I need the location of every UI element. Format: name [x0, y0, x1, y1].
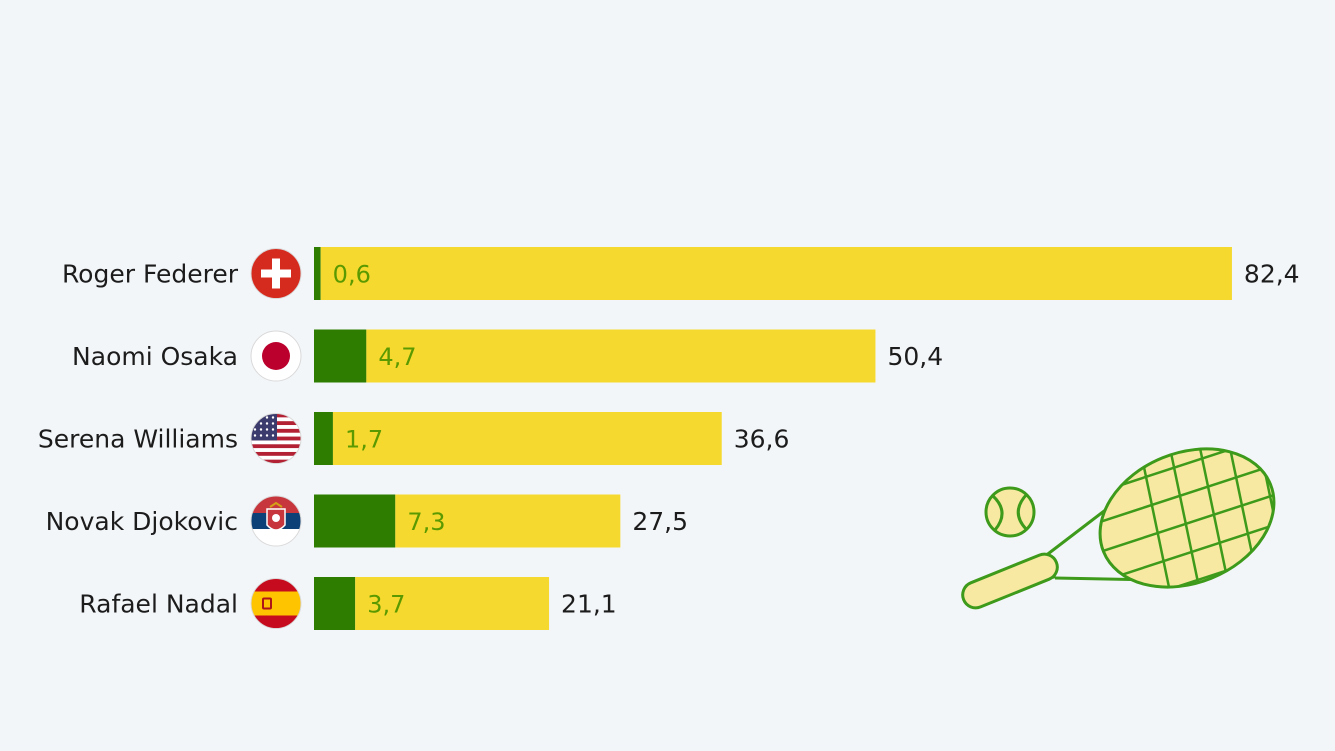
- category-label: Roger Federer: [62, 260, 239, 289]
- switzerland-flag-icon: [250, 248, 302, 299]
- bar-segment-green: [314, 247, 321, 300]
- bar-row: Novak Djokovic 7,3 27,5: [46, 494, 688, 548]
- category-label: Rafael Nadal: [79, 590, 238, 619]
- category-label: Serena Williams: [38, 425, 238, 454]
- serbia-flag-icon: [250, 495, 302, 547]
- bar-segment-green: [314, 329, 367, 383]
- tennis-illustration: [961, 424, 1295, 612]
- total-value-label: 21,1: [561, 590, 617, 619]
- japan-flag-icon: [250, 330, 302, 382]
- inner-value-label: 1,7: [345, 426, 383, 454]
- total-value-label: 50,4: [887, 342, 943, 371]
- total-value-label: 27,5: [632, 507, 688, 536]
- spain-flag-icon: [250, 578, 302, 629]
- bar-segment-yellow: [395, 494, 621, 548]
- bars-layer: Roger Federer 0,6 82,4 Naomi Osaka 4,7 50,4 Se…: [38, 247, 1300, 630]
- category-label: Novak Djokovic: [46, 507, 238, 536]
- inner-value-label: 0,6: [333, 261, 371, 289]
- inner-value-label: 7,3: [407, 508, 445, 536]
- bar-segment-yellow: [366, 329, 876, 383]
- total-value-label: 82,4: [1244, 260, 1300, 289]
- bar-segment-green: [314, 577, 356, 630]
- inner-value-label: 3,7: [367, 591, 405, 619]
- bar-row: Naomi Osaka 4,7 50,4: [72, 329, 943, 383]
- inner-value-label: 4,7: [378, 343, 416, 371]
- bar-segment-yellow: [332, 412, 722, 465]
- bar-segment-green: [314, 412, 333, 465]
- bar-row: Rafael Nadal 3,7 21,1: [79, 577, 617, 630]
- tennis-ball-icon: [984, 486, 1036, 538]
- bar-segment-yellow: [320, 247, 1232, 300]
- total-value-label: 36,6: [734, 425, 790, 454]
- bar-row: Roger Federer 0,6 82,4: [62, 247, 1300, 300]
- category-label: Naomi Osaka: [72, 342, 238, 371]
- bar-segment-yellow: [355, 577, 550, 630]
- bar-segment-green: [314, 494, 396, 548]
- bar-row: Serena Williams 1,7 36,6: [38, 412, 790, 465]
- usa-flag-icon: [250, 413, 302, 464]
